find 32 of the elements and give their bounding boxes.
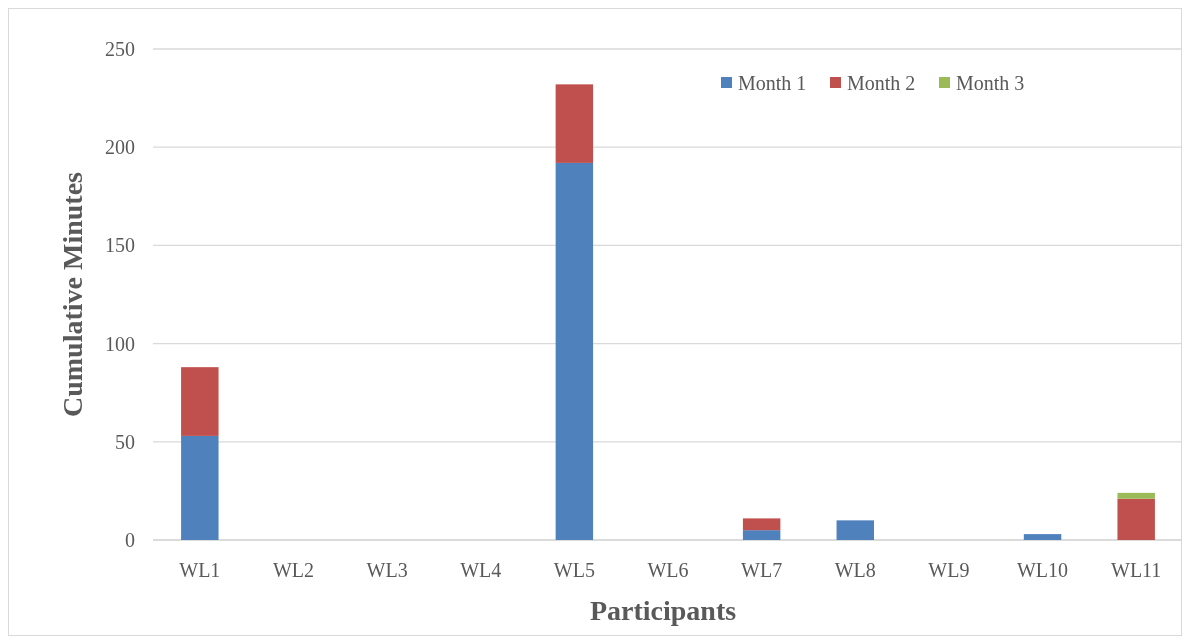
y-tick-label: 0 [125, 529, 135, 551]
x-tick-label: WL6 [647, 559, 689, 581]
x-tick-label: WL1 [179, 559, 221, 581]
x-tick-label: WL10 [1017, 559, 1069, 581]
bar [555, 84, 594, 163]
bar [1117, 492, 1155, 499]
bar [1117, 498, 1155, 540]
y-tick-label: 250 [105, 38, 135, 60]
y-tick-label: 50 [115, 430, 135, 453]
x-axis-title: Participants [589, 595, 737, 626]
x-tick-label: WL3 [366, 559, 408, 581]
x-tick-label: WL2 [272, 559, 314, 581]
y-tick-label: 150 [105, 234, 135, 257]
bar [181, 367, 219, 436]
y-axis-title: Cumulative Minutes [57, 171, 88, 417]
x-tick-label: WL8 [834, 559, 876, 581]
y-tick-label: 100 [105, 332, 135, 355]
bar [742, 530, 781, 540]
x-tick-label: WL11 [1111, 559, 1162, 581]
bar [555, 162, 594, 540]
bar [181, 435, 219, 540]
legend-label: Month 3 [956, 72, 1025, 94]
bar [1023, 534, 1062, 540]
legend-label: Month 2 [847, 72, 916, 94]
x-tick-label: WL5 [553, 559, 595, 581]
bar [836, 520, 874, 540]
y-tick-label: 200 [105, 136, 135, 159]
bar [742, 518, 781, 531]
x-tick-label: WL9 [928, 559, 970, 581]
legend-label: Month 1 [738, 72, 807, 94]
x-tick-label: WL7 [741, 559, 783, 581]
x-tick-label: WL4 [460, 559, 502, 581]
